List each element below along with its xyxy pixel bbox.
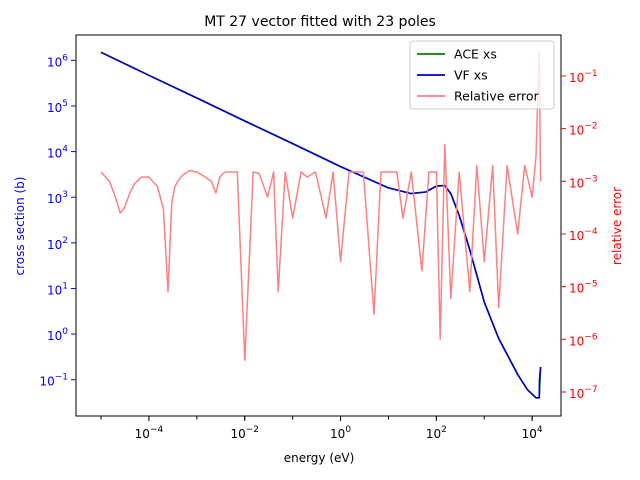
legend-label: ACE xs	[454, 47, 497, 62]
plot-area	[100, 50, 542, 399]
y-tick-label: 101	[47, 281, 68, 297]
y2-tick-label: 10−3	[569, 174, 598, 190]
x-tick-label: 10−4	[135, 425, 164, 441]
x-axis-title: energy (eV)	[284, 451, 355, 465]
y2-tick-label: 10−5	[569, 280, 598, 296]
series-line-vf-xs	[100, 51, 542, 399]
y-tick-label: 103	[47, 190, 68, 206]
y2-tick-label: 10−2	[569, 122, 598, 138]
y2-axis-title: relative error	[610, 187, 624, 265]
y-tick-label: 104	[47, 145, 68, 161]
y-tick-label: 10−1	[39, 373, 68, 389]
y-axis-title: cross section (b)	[13, 177, 27, 276]
series-line-relative-error	[100, 50, 542, 362]
legend: ACE xs VF xs Relative error	[409, 40, 555, 110]
y-tick-label: 106	[47, 53, 68, 69]
plot-frame	[75, 34, 562, 417]
x-tick-label: 100	[330, 425, 351, 441]
y-axis-right: 10−7 10−6 10−5 10−4 10−3 10−2 10−1	[561, 69, 598, 401]
legend-label: VF xs	[454, 68, 488, 83]
x-tick-label: 104	[522, 425, 543, 441]
y2-tick-label: 10−6	[569, 332, 598, 348]
y2-tick-label: 10−7	[569, 385, 598, 401]
y-axis-left: 10−1 100 101 102 103 104 105 106	[39, 53, 76, 389]
chart-title: MT 27 vector fitted with 23 poles	[204, 14, 436, 30]
y-tick-label: 100	[47, 327, 68, 343]
y2-tick-label: 10−4	[569, 227, 598, 243]
y-tick-label: 105	[47, 99, 68, 115]
y-tick-label: 102	[47, 236, 68, 252]
x-axis: 10−4 10−2 100 102 104	[100, 416, 543, 441]
x-tick-label: 10−2	[230, 425, 259, 441]
legend-box	[409, 40, 555, 110]
y2-tick-label: 10−1	[569, 69, 598, 85]
legend-label: Relative error	[454, 89, 540, 104]
x-tick-label: 102	[426, 425, 447, 441]
